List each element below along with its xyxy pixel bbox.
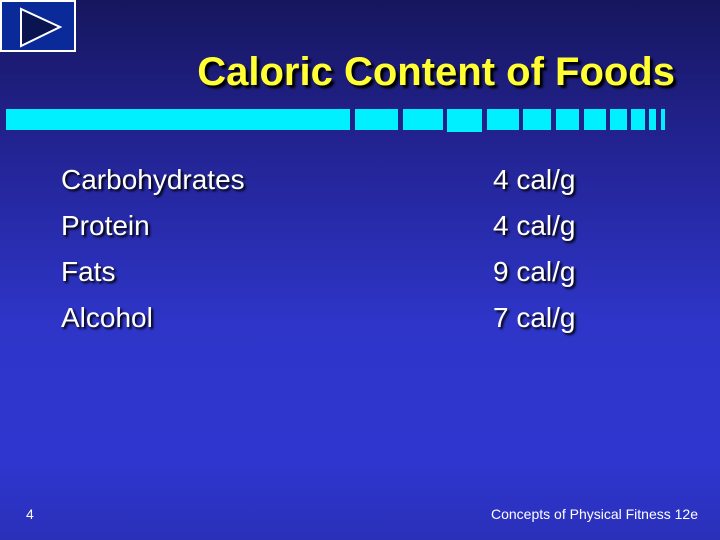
bar-segment	[487, 109, 519, 130]
bar-segment	[447, 109, 482, 132]
food-value: 4 cal/g	[493, 164, 576, 195]
footer-text: Concepts of Physical Fitness 12e	[491, 506, 698, 522]
bar-segment	[661, 109, 665, 130]
bar-segment	[631, 109, 645, 130]
food-value: 9 cal/g	[493, 256, 576, 287]
bar-segment	[523, 109, 551, 130]
food-names: Carbohydrates Protein Fats Alcohol	[61, 157, 245, 341]
food-name: Protein	[61, 210, 150, 241]
slide-title: Caloric Content of Foods	[197, 50, 675, 94]
food-name: Carbohydrates	[61, 164, 245, 195]
food-value: 7 cal/g	[493, 302, 576, 333]
food-name: Fats	[61, 256, 116, 287]
bar-segment	[6, 109, 350, 130]
food-values: 4 cal/g 4 cal/g 9 cal/g 7 cal/g	[493, 157, 576, 341]
bar-segment	[355, 109, 398, 130]
play-button[interactable]	[0, 0, 76, 52]
page-number: 4	[26, 506, 34, 522]
food-value: 4 cal/g	[493, 210, 576, 241]
bar-segment	[610, 109, 627, 130]
food-name: Alcohol	[61, 302, 153, 333]
bar-segment	[649, 109, 656, 130]
play-icon	[20, 7, 63, 48]
bar-segment	[584, 109, 606, 130]
bar-segment	[556, 109, 579, 130]
bar-segment	[403, 109, 443, 130]
